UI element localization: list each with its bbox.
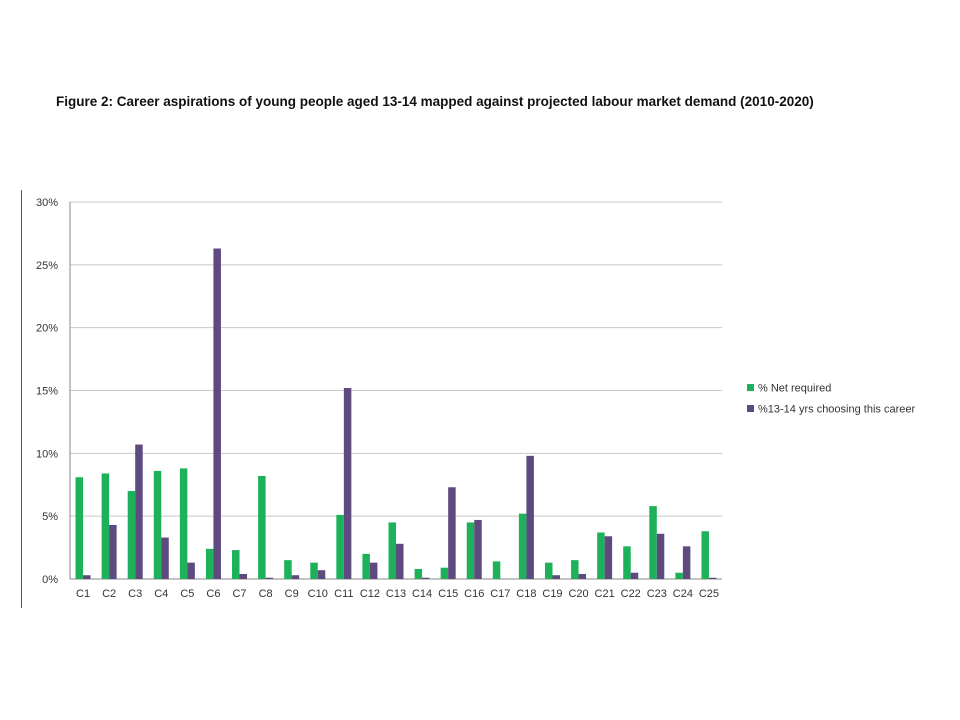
x-tick-label: C13: [386, 588, 406, 600]
bar-net-required-c16: [466, 522, 475, 579]
x-tick-label: C23: [647, 588, 667, 600]
y-tick-label: 30%: [36, 197, 58, 209]
bar-net-required-c1: [75, 477, 84, 579]
x-tick-label: C8: [259, 588, 273, 600]
y-tick-label: 10%: [36, 448, 58, 460]
bar-choosing-c22: [630, 572, 639, 579]
legend-label: %13-14 yrs choosing this career: [758, 404, 915, 416]
bar-net-required-c12: [362, 553, 370, 579]
bar-choosing-c24: [682, 546, 691, 579]
bar-choosing-c11: [343, 387, 352, 579]
bar-net-required-c8: [258, 475, 266, 579]
bar-net-required-c2: [101, 473, 110, 579]
bar-choosing-c19: [552, 575, 560, 579]
x-tick-label: C14: [412, 588, 432, 600]
legend-label: % Net required: [758, 383, 831, 395]
x-tick-label: C19: [542, 588, 562, 600]
bar-choosing-c14: [422, 577, 430, 579]
x-tick-label: C17: [490, 588, 510, 600]
x-tick-label: C24: [673, 588, 693, 600]
y-axis-tick-labels: 0% 5% 10% 15% 20% 25% 30%: [36, 197, 58, 586]
y-tick-label: 15%: [36, 386, 58, 398]
bar-choosing-c16: [474, 519, 482, 579]
x-tick-label: C1: [76, 588, 90, 600]
x-tick-label: C25: [699, 588, 719, 600]
x-tick-label: C20: [568, 588, 588, 600]
bar-net-required-c25: [701, 531, 709, 579]
x-tick-label: C15: [438, 588, 458, 600]
bar-choosing-c9: [291, 575, 300, 579]
x-tick-label: C11: [334, 588, 353, 600]
x-tick-label: C21: [595, 588, 615, 600]
x-tick-label: C4: [154, 588, 168, 600]
x-tick-label: C5: [180, 588, 194, 600]
y-tick-label: 20%: [36, 323, 58, 335]
x-tick-label: C7: [232, 588, 246, 600]
bar-choosing-c8: [265, 577, 274, 579]
y-tick-label: 0%: [42, 574, 58, 586]
bar-choosing-c1: [83, 575, 91, 579]
bar-net-required-c15: [440, 567, 449, 579]
figure-title: Figure 2: Career aspirations of young pe…: [56, 94, 814, 109]
x-tick-label: C18: [516, 588, 536, 600]
gridlines: [69, 201, 722, 580]
legend: % Net required %13-14 yrs choosing this c…: [747, 383, 915, 416]
legend-swatch: [747, 384, 754, 391]
bar-net-required-c22: [623, 546, 631, 579]
bar-choosing-c13: [396, 543, 404, 579]
bar-choosing-c10: [317, 570, 326, 579]
bar-net-required-c24: [675, 572, 683, 579]
bar-net-required-c14: [414, 568, 423, 579]
legend-swatch: [747, 405, 754, 412]
bar-choosing-c4: [161, 537, 169, 579]
bar-choosing-c12: [369, 562, 378, 579]
bar-net-required-c13: [388, 522, 396, 579]
x-tick-label: C12: [360, 588, 380, 600]
bar-choosing-c18: [526, 455, 534, 579]
bar-net-required-c7: [232, 550, 240, 579]
x-tick-label: C6: [206, 588, 220, 600]
bars: [75, 248, 717, 579]
bar-net-required-c3: [127, 491, 136, 579]
bar-net-required-c11: [336, 514, 344, 579]
bar-net-required-c23: [649, 506, 657, 579]
bar-net-required-c18: [518, 513, 527, 579]
x-tick-label: C3: [128, 588, 142, 600]
bar-choosing-c25: [708, 577, 717, 579]
bar-choosing-c23: [656, 533, 665, 579]
bar-net-required-c4: [153, 470, 162, 579]
x-tick-label: C16: [464, 588, 484, 600]
bar-net-required-c9: [284, 560, 292, 579]
x-tick-label: C2: [102, 588, 116, 600]
bar-choosing-c6: [213, 248, 221, 579]
bar-choosing-c15: [448, 487, 456, 579]
bar-choosing-c20: [578, 573, 587, 579]
chart-frame-line: [21, 190, 22, 608]
bar-net-required-c20: [571, 560, 579, 579]
y-tick-label: 5%: [42, 511, 58, 523]
bar-net-required-c5: [179, 468, 188, 579]
bar-net-required-c10: [310, 562, 318, 579]
x-tick-label: C9: [285, 588, 299, 600]
bar-net-required-c6: [205, 548, 214, 579]
bar-net-required-c19: [544, 562, 553, 579]
x-tick-label: C22: [621, 588, 641, 600]
bar-choosing-c2: [109, 524, 117, 579]
x-tick-label: C10: [308, 588, 328, 600]
x-axis-tick-labels: C1 C2 C3 C4 C5 C6 C7 C8 C9 C10 C11 C12 C13 C14 C15 C16 C…: [76, 588, 719, 600]
y-tick-label: 25%: [36, 260, 58, 272]
bar-net-required-c17: [492, 561, 501, 579]
bar-net-required-c21: [597, 532, 605, 579]
bar-choosing-c5: [187, 562, 195, 579]
bar-choosing-c3: [135, 444, 143, 579]
bar-choosing-c7: [239, 573, 248, 579]
bar-choosing-c21: [604, 536, 613, 579]
